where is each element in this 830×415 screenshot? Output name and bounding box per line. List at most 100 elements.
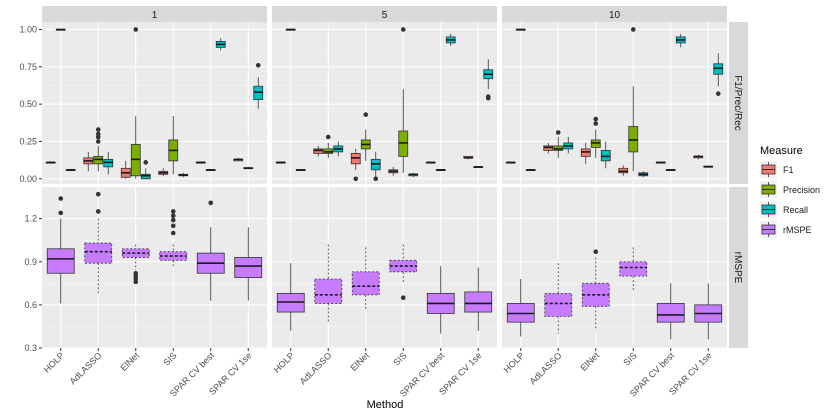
box-rmspe [84,191,113,294]
box-f1 [120,160,131,179]
box-rmspe [464,267,493,331]
box-rmspe [389,244,418,300]
facet-row-label: rMSPE [732,252,743,284]
x-tick-label: SIS [391,350,408,367]
outlier [593,249,599,254]
facet-strip-label: 5 [382,10,388,21]
box-recall [333,141,344,157]
box-body [234,257,263,278]
box-f1 [45,161,56,164]
outlier [95,209,101,214]
box-precision [553,130,564,158]
box-precision [243,166,254,170]
legend-label-recall: Recall [783,205,808,215]
box-rmspe [121,244,150,285]
box-rmspe [159,209,188,267]
box-f1 [83,151,94,172]
box-recall [140,160,151,180]
box-body [464,291,493,313]
box-precision [360,112,371,161]
box-f1 [158,168,169,176]
outlier [95,139,101,144]
legend-label-precision: Precision [783,185,820,195]
facet-strip-label: 1 [152,10,158,21]
box-recall [445,33,456,46]
box-body [46,248,75,274]
legend-title: Measure [760,145,803,157]
box-precision [703,165,714,168]
outlier [715,91,721,96]
outlier [353,176,359,182]
x-tick-label: HOLP [502,350,526,374]
box-rmspe [351,247,380,311]
outlier [363,112,369,117]
outlier [485,95,491,101]
x-tick-label: HOLP [42,350,66,374]
outlier [593,116,599,122]
box-body [656,303,685,323]
box-recall [253,62,264,109]
facet-strip-label: 10 [609,10,621,21]
outlier [593,121,599,126]
box-f1 [233,157,244,162]
y-tick-label: 0.75 [19,62,37,72]
box-rmspe [656,283,685,340]
box-precision [435,169,446,172]
outlier [208,200,214,206]
box-rmspe [426,266,455,334]
x-tick-label: ElNet [119,350,142,373]
facet-row-strip [729,187,748,348]
outlier [95,131,101,137]
box-precision [473,166,484,169]
x-axis-title: Method [367,399,404,411]
box-recall [370,151,381,182]
box-rmspe [544,263,573,334]
panel-background [502,187,727,348]
box-rmspe [314,244,343,323]
box-precision [628,27,639,172]
panels: 1 5 10 F1/Prec/Rec rMSPE [42,6,748,349]
box-f1 [463,155,474,160]
outlier [95,127,101,132]
y-tick-label: 0.6 [24,300,37,310]
box-recall [525,169,536,172]
x-tick-label: AdLASSO [528,350,564,386]
facet-strip [42,6,267,22]
box-recall [713,53,724,96]
outlier [400,295,406,300]
outlier [170,230,176,236]
box-precision [285,28,296,31]
panel-background [502,22,727,184]
box-precision [665,169,676,172]
box-f1 [618,165,629,176]
y-tick-label: 0.3 [24,343,37,353]
y-tick-label: 0.25 [19,136,37,146]
box-recall [638,171,649,178]
box-body [314,278,343,304]
outlier [170,217,176,223]
panel-background [42,22,267,184]
box-body [84,242,113,264]
box-precision [398,27,409,173]
x-tick-label: HOLP [272,350,296,374]
outlier [170,213,176,219]
outlier [95,191,101,197]
box-f1 [195,161,206,164]
box-body [544,292,573,317]
box-precision [93,127,104,172]
outlier [325,134,331,140]
legend: Measure F1 Precision Recall rMSPE [760,145,820,238]
box-recall [65,169,76,172]
box-rmspe [234,227,263,301]
y-tick-label: 0.9 [24,257,37,267]
box-recall [563,136,574,154]
box-f1 [425,161,436,164]
box-recall [675,33,686,48]
box-body [159,251,188,261]
box-precision [515,28,526,31]
outlier [170,209,176,214]
x-tick-label: AdLASSO [298,350,334,386]
legend-label-f1: F1 [783,165,794,175]
panel-background [42,187,267,348]
